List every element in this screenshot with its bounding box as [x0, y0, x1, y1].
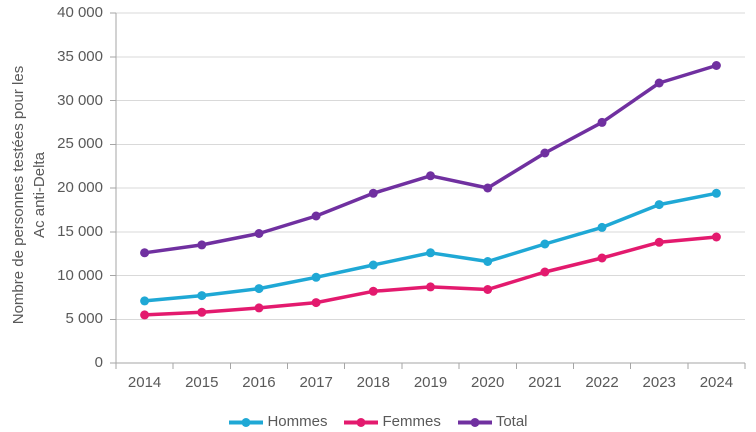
data-point-femmes-2021: [540, 267, 550, 277]
y-tick-label: 0: [94, 354, 103, 371]
legend-item-hommes[interactable]: Hommes: [228, 412, 327, 432]
data-point-total-2021: [540, 148, 550, 158]
series-line-total: [142, 63, 719, 255]
data-point-hommes-2023: [654, 200, 664, 210]
data-point-femmes-2018: [368, 286, 378, 296]
legend-marker-total-icon: [457, 417, 492, 427]
y-tick-label: 40 000: [57, 4, 103, 21]
data-point-hommes-2022: [597, 222, 607, 232]
data-point-femmes-2024: [711, 232, 721, 242]
y-tick-label: 35 000: [57, 47, 103, 65]
data-point-total-2018: [368, 188, 378, 198]
data-point-total-2017: [311, 211, 321, 221]
legend-item-femmes[interactable]: Femmes: [343, 412, 441, 432]
x-tick-label-2016: 2016: [242, 374, 276, 391]
legend-item-total[interactable]: Total: [457, 412, 528, 432]
legend-label-hommes: Hommes: [267, 413, 328, 430]
y-tick-label: 15 000: [57, 222, 103, 240]
legend: Hommes Femmes Total: [0, 410, 756, 432]
x-tick-label-2017: 2017: [299, 374, 333, 391]
x-tick-label-2020: 2020: [470, 374, 505, 391]
x-tick-label-2014: 2014: [127, 374, 162, 391]
legend-marker-femmes-icon: [344, 417, 379, 427]
data-point-femmes-2019: [426, 282, 435, 292]
data-point-total-2015: [197, 240, 207, 250]
x-tick-label-2019: 2019: [413, 374, 448, 391]
data-point-total-2016: [254, 229, 264, 238]
data-point-femmes-2023: [654, 237, 664, 247]
data-point-total-2014: [140, 248, 150, 258]
x-tick-label-2021: 2021: [528, 374, 562, 391]
data-point-hommes-2017: [311, 272, 321, 282]
x-tick-label-2024: 2024: [699, 374, 734, 391]
y-tick-label: 30 000: [57, 91, 103, 109]
x-tick-label-2018: 2018: [356, 374, 390, 391]
x-tick-label-2022: 2022: [585, 374, 619, 391]
data-point-total-2022: [597, 117, 607, 127]
data-point-hommes-2016: [254, 284, 264, 294]
legend-label-femmes: Femmes: [382, 413, 441, 430]
y-tick-label: 20 000: [57, 179, 103, 196]
data-point-hommes-2021: [540, 239, 550, 249]
data-point-total-2024: [711, 61, 721, 70]
data-point-femmes-2015: [197, 307, 207, 317]
data-point-hommes-2020: [483, 257, 493, 266]
data-point-femmes-2017: [311, 298, 321, 308]
data-point-total-2020: [483, 183, 493, 193]
legend-marker-hommes-icon: [229, 417, 264, 427]
data-point-femmes-2020: [483, 285, 493, 294]
data-point-hommes-2019: [426, 248, 435, 258]
legend-label-total: Total: [495, 413, 528, 430]
data-point-hommes-2018: [368, 260, 378, 270]
data-point-hommes-2014: [140, 296, 150, 306]
data-point-total-2023: [654, 78, 664, 88]
x-tick-label-2023: 2023: [642, 374, 676, 391]
data-point-hommes-2015: [197, 291, 207, 301]
data-point-femmes-2016: [254, 303, 264, 313]
x-tick-label-2015: 2015: [185, 374, 219, 391]
y-tick-label: 10 000: [57, 266, 103, 284]
data-point-total-2019: [426, 171, 435, 181]
data-point-femmes-2022: [597, 253, 607, 263]
y-tick-label: 25 000: [57, 135, 103, 153]
data-point-femmes-2014: [140, 310, 150, 320]
y-tick-label: 5 000: [65, 310, 103, 328]
data-point-hommes-2024: [711, 188, 721, 198]
